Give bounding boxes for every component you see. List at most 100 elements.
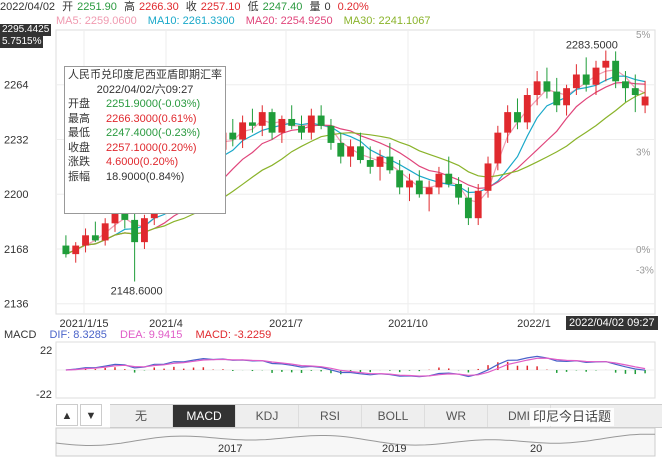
candle-body bbox=[111, 211, 119, 224]
tab-wr[interactable]: WR bbox=[425, 405, 488, 427]
candle-body bbox=[131, 219, 139, 243]
candle-body bbox=[602, 60, 610, 68]
scroll-left-icon[interactable]: ▲ bbox=[56, 404, 78, 426]
y-tick-label: 2168 bbox=[4, 244, 28, 256]
tooltip-key: 最高 bbox=[68, 112, 90, 125]
dea-line bbox=[65, 357, 646, 377]
candle-body bbox=[631, 88, 639, 96]
candle-body bbox=[278, 118, 286, 133]
volume-label: 量 bbox=[309, 1, 321, 13]
ma-line-3 bbox=[65, 91, 646, 255]
candle-body bbox=[553, 91, 561, 106]
tooltip-value: 2251.9000(-0.03%) bbox=[106, 98, 201, 110]
high-value: 2266.30 bbox=[138, 1, 179, 13]
header-date: 2022/04/02 bbox=[0, 1, 56, 13]
tooltip-row: 开盘 2251.9000(-0.03%) bbox=[68, 97, 222, 112]
candle-body bbox=[406, 180, 413, 188]
ma30-label: MA30: 2241.1067 bbox=[343, 15, 431, 27]
overview-year-label: 20 bbox=[530, 443, 542, 455]
candle-body bbox=[514, 112, 521, 123]
high-label: 高 bbox=[123, 1, 135, 13]
tab-boll[interactable]: BOLL bbox=[362, 405, 425, 427]
crosshair-pct-label: 5.7515% bbox=[0, 36, 44, 48]
candle-body bbox=[239, 122, 247, 140]
candle-body bbox=[366, 160, 374, 167]
pct-tick-label: 3% bbox=[636, 147, 651, 158]
candle-body bbox=[622, 81, 629, 89]
candle-body bbox=[474, 190, 482, 219]
tooltip-row: 最低 2247.4000(-0.23%) bbox=[68, 126, 222, 141]
candle-body bbox=[484, 163, 492, 191]
candle-body bbox=[258, 112, 266, 126]
ma-legend: MA5: 2259.0600 MA10: 2261.3300 MA20: 225… bbox=[56, 14, 439, 28]
tooltip-key: 振幅 bbox=[68, 170, 90, 183]
candle-body bbox=[563, 88, 570, 106]
overview-year-label: 2019 bbox=[382, 443, 406, 455]
candle-body bbox=[455, 183, 463, 198]
candle-body bbox=[415, 180, 423, 195]
tooltip-value: 2257.1000(0.20%) bbox=[106, 141, 197, 154]
tab-rsi[interactable]: RSI bbox=[299, 405, 362, 427]
candle-body bbox=[268, 112, 276, 133]
x-tick-label: 2021/10 bbox=[388, 318, 428, 330]
macd-legend: MACD DIF: 8.3285 DEA: 9.9415 MACD: -3.22… bbox=[4, 328, 281, 342]
x-tick-label: 2021/4 bbox=[149, 318, 183, 330]
pct-tick-label: 0% bbox=[636, 245, 651, 256]
dea-label: DEA: 9.9415 bbox=[120, 329, 183, 341]
candle-body bbox=[141, 218, 148, 243]
tab-none[interactable]: 无 bbox=[110, 405, 173, 427]
overview-line bbox=[55, 433, 656, 446]
candle-body bbox=[396, 170, 404, 188]
tooltip-key: 收盘 bbox=[68, 141, 90, 154]
candle-body bbox=[641, 96, 649, 106]
y-tick-label: 2200 bbox=[4, 189, 28, 201]
low-value: 2247.40 bbox=[262, 1, 303, 13]
scroll-right-icon[interactable]: ▼ bbox=[80, 404, 102, 426]
candle-body bbox=[91, 235, 99, 241]
candle-body bbox=[543, 81, 551, 92]
candle-body bbox=[445, 173, 453, 184]
candle-body bbox=[356, 146, 364, 161]
overview-frame bbox=[55, 427, 656, 457]
open-value: 2251.90 bbox=[77, 1, 117, 13]
macd-value-label: MACD: -3.2259 bbox=[195, 329, 272, 341]
candle-body bbox=[572, 74, 580, 89]
macd-tick-label: 22 bbox=[40, 345, 52, 357]
tab-kdj[interactable]: KDJ bbox=[236, 405, 299, 427]
candle-body bbox=[229, 132, 237, 140]
open-label: 开 bbox=[62, 1, 74, 13]
candle-body bbox=[62, 245, 70, 255]
tooltip-value: 2266.3000(0.61%) bbox=[106, 112, 197, 125]
max-annotation: 2283.5000 bbox=[566, 40, 618, 52]
y-tick-label: 2136 bbox=[4, 299, 28, 311]
pct-tick-label: -3% bbox=[636, 266, 654, 277]
crosshair-price-label: 2295.4425 bbox=[0, 24, 52, 36]
min-annotation: 2148.6000 bbox=[111, 285, 163, 297]
tooltip-value: 18.9000(0.84%) bbox=[106, 170, 185, 183]
macd-panel: 22 -22 bbox=[36, 341, 656, 401]
candle-body bbox=[582, 74, 590, 85]
candle-body bbox=[386, 156, 394, 171]
ma5-label: MA5: 2259.0600 bbox=[56, 15, 137, 27]
tooltip-row: 最高 2266.3000(0.61%) bbox=[68, 112, 222, 127]
overview-strip: 2017 2019 20 bbox=[55, 427, 656, 457]
macd-title: MACD bbox=[4, 329, 37, 341]
candle-body bbox=[121, 211, 129, 220]
tooltip-key: 涨跌 bbox=[68, 156, 90, 168]
axis-ticks: 2136 2168 2200 2232 2264 -3% 0% 3% 5% 2021/1/15 20… bbox=[4, 30, 654, 330]
candle-body bbox=[101, 223, 109, 241]
candle-body bbox=[425, 187, 433, 195]
tooltip-datetime: 2022/04/02/六09:27 bbox=[96, 83, 194, 96]
tab-macd[interactable]: MACD bbox=[173, 405, 236, 427]
candle-body bbox=[298, 125, 305, 133]
overview-year-label: 2017 bbox=[218, 443, 242, 455]
watermark: 印尼今日话题 bbox=[530, 408, 615, 426]
candle-body bbox=[307, 115, 315, 133]
close-value: 2257.10 bbox=[200, 1, 241, 13]
candle-body bbox=[317, 115, 325, 126]
tooltip-title: 人民币兑印度尼西亚盾即期汇率 bbox=[68, 69, 222, 81]
candle-body bbox=[464, 197, 472, 219]
candle-body bbox=[327, 125, 335, 143]
ma-line-1 bbox=[65, 75, 646, 255]
